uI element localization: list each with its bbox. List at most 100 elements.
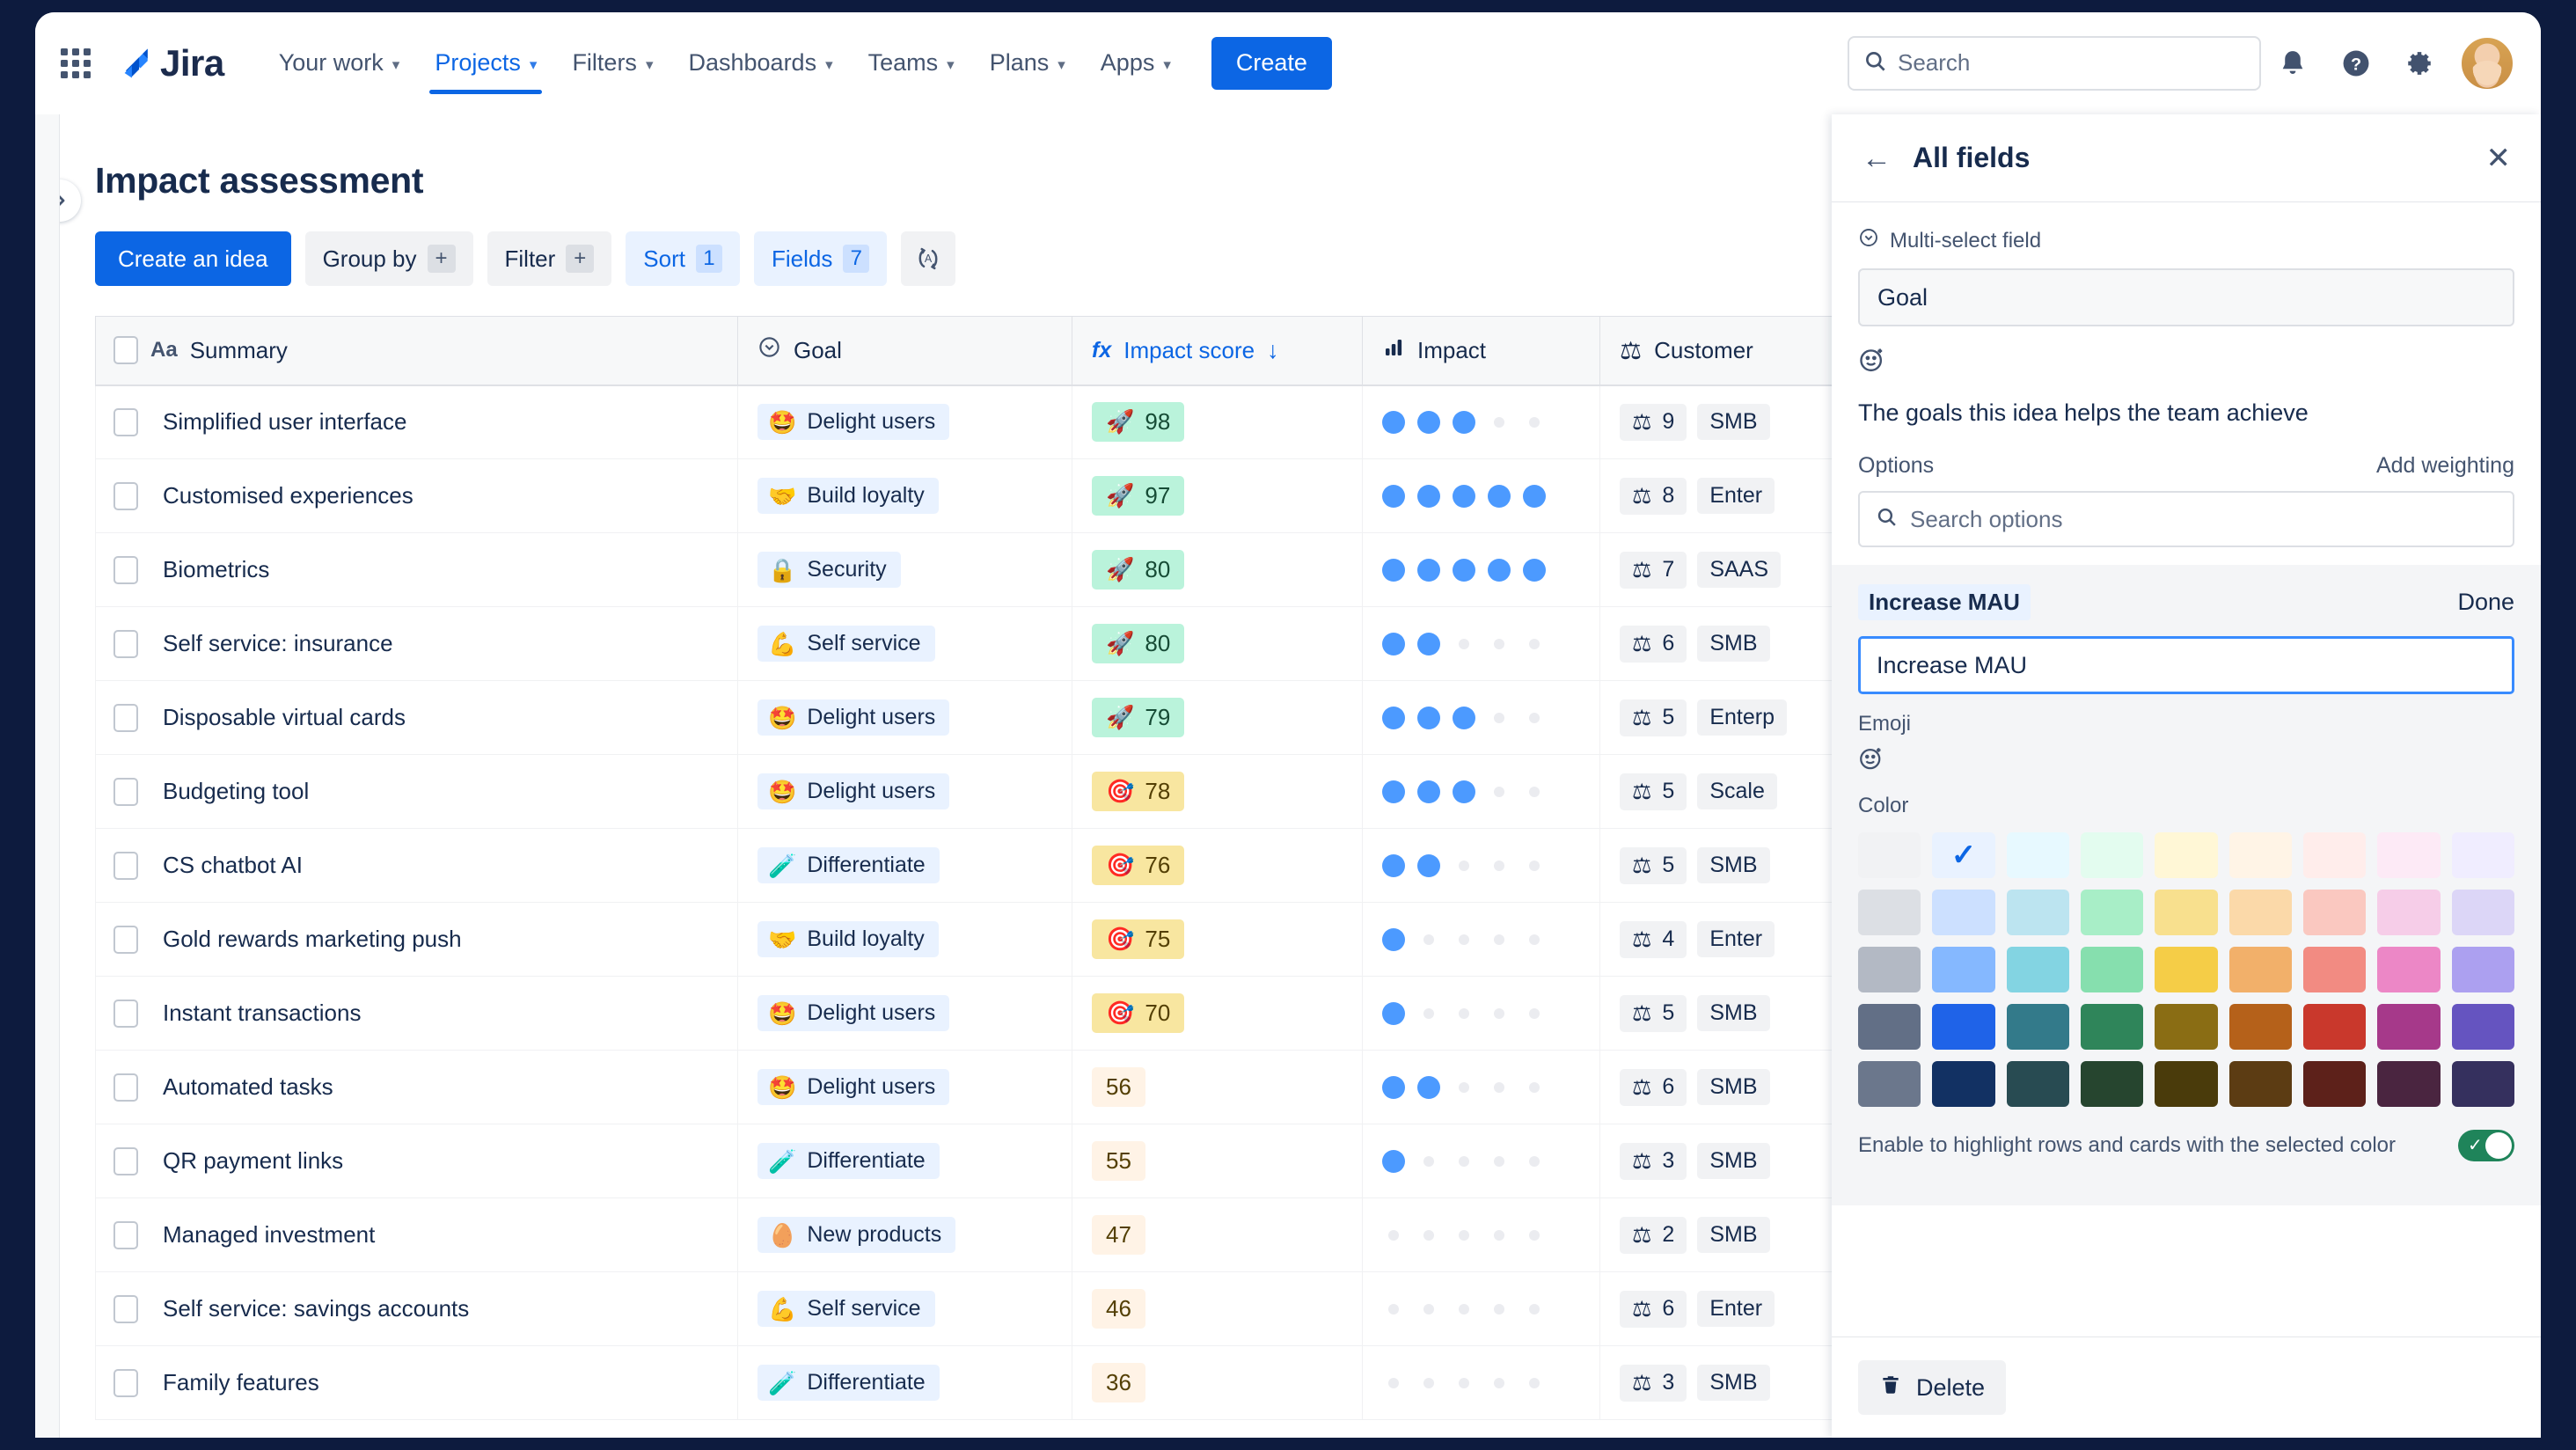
color-swatch[interactable] xyxy=(2451,1061,2514,1107)
cell-summary[interactable]: Self service: savings accounts xyxy=(95,1271,738,1346)
cell-impact-score[interactable]: 36 xyxy=(1072,1345,1363,1420)
cell-goal[interactable]: 🧪 Differentiate xyxy=(737,1124,1072,1198)
cell-goal[interactable]: 💪 Self service xyxy=(737,606,1072,681)
cell-summary[interactable]: Instant transactions xyxy=(95,976,738,1051)
color-swatch[interactable] xyxy=(2451,947,2514,992)
impact-rating-dots[interactable] xyxy=(1382,1075,1580,1099)
row-checkbox[interactable] xyxy=(113,999,138,1028)
color-swatch[interactable] xyxy=(2303,832,2367,878)
option-name-input[interactable]: Increase MAU xyxy=(1858,636,2514,694)
highlight-toggle[interactable]: ✓ xyxy=(2458,1130,2514,1161)
color-swatch[interactable] xyxy=(2228,890,2292,935)
cell-summary[interactable]: Automated tasks xyxy=(95,1050,738,1124)
row-checkbox[interactable] xyxy=(113,407,138,436)
color-swatch[interactable] xyxy=(2081,1061,2144,1107)
cell-impact[interactable] xyxy=(1362,1271,1600,1346)
nav-item-teams[interactable]: Teams ▾ xyxy=(851,12,972,114)
search-options-input[interactable]: Search options xyxy=(1858,491,2514,547)
color-swatch[interactable] xyxy=(1858,1004,1921,1050)
cell-impact-score[interactable]: 47 xyxy=(1072,1197,1363,1272)
cell-summary[interactable]: Family features xyxy=(95,1345,738,1420)
option-emoji-picker-icon[interactable] xyxy=(1858,745,2514,776)
gear-icon[interactable] xyxy=(2388,32,2451,95)
jira-logo[interactable]: Jira xyxy=(116,42,224,84)
color-swatch[interactable] xyxy=(2377,832,2441,878)
cell-summary[interactable]: Gold rewards marketing push xyxy=(95,902,738,977)
color-swatch[interactable] xyxy=(2155,1004,2218,1050)
cell-impact-score[interactable]: 55 xyxy=(1072,1124,1363,1198)
app-switcher-icon[interactable] xyxy=(55,42,97,84)
color-swatch[interactable] xyxy=(2451,890,2514,935)
color-swatch[interactable] xyxy=(1932,890,1995,935)
row-checkbox[interactable] xyxy=(113,851,138,880)
cell-goal[interactable]: 🤩 Delight users xyxy=(737,384,1072,459)
cell-goal[interactable]: 🔒 Security xyxy=(737,532,1072,607)
cell-impact[interactable] xyxy=(1362,754,1600,829)
nav-item-dashboards[interactable]: Dashboards ▾ xyxy=(670,12,850,114)
color-swatch[interactable] xyxy=(2081,890,2144,935)
nav-item-projects[interactable]: Projects ▾ xyxy=(417,12,554,114)
color-swatch[interactable] xyxy=(2006,890,2069,935)
close-icon[interactable]: ✕ xyxy=(2485,141,2512,175)
impact-rating-dots[interactable] xyxy=(1382,1149,1580,1173)
impact-rating-dots[interactable] xyxy=(1382,558,1580,582)
color-swatch[interactable] xyxy=(2377,1061,2441,1107)
impact-rating-dots[interactable] xyxy=(1382,484,1580,508)
cell-goal[interactable]: 🤝 Build loyalty xyxy=(737,902,1072,977)
impact-rating-dots[interactable] xyxy=(1382,780,1580,803)
help-icon[interactable]: ? xyxy=(2324,32,2388,95)
color-swatch[interactable] xyxy=(1858,890,1921,935)
cell-impact-score[interactable]: 🎯 76 xyxy=(1072,828,1363,903)
impact-rating-dots[interactable] xyxy=(1382,632,1580,655)
cell-summary[interactable]: Simplified user interface xyxy=(95,384,738,459)
cell-goal[interactable]: 🤩 Delight users xyxy=(737,1050,1072,1124)
color-swatch[interactable] xyxy=(2155,947,2218,992)
impact-rating-dots[interactable] xyxy=(1382,1229,1580,1241)
color-swatch[interactable] xyxy=(2006,1061,2069,1107)
user-avatar[interactable] xyxy=(2460,35,2514,91)
cell-summary[interactable]: Managed investment xyxy=(95,1197,738,1272)
cell-goal[interactable]: 💪 Self service xyxy=(737,1271,1072,1346)
cell-impact[interactable] xyxy=(1362,606,1600,681)
row-checkbox[interactable] xyxy=(113,1073,138,1102)
row-checkbox[interactable] xyxy=(113,629,138,658)
color-swatch[interactable] xyxy=(2451,1004,2514,1050)
cell-goal[interactable]: 🤩 Delight users xyxy=(737,680,1072,755)
color-swatch[interactable] xyxy=(1858,1061,1921,1107)
cell-impact[interactable] xyxy=(1362,680,1600,755)
row-checkbox[interactable] xyxy=(113,777,138,806)
group-by-button[interactable]: Group by + xyxy=(304,231,473,286)
create-an-idea-button[interactable]: Create an idea xyxy=(95,231,291,286)
cell-goal[interactable]: 🧪 Differentiate xyxy=(737,828,1072,903)
column-header-summary[interactable]: Aa Summary xyxy=(95,316,738,386)
select-all-checkbox[interactable] xyxy=(113,336,138,365)
nav-item-apps[interactable]: Apps ▾ xyxy=(1083,12,1189,114)
expand-sidebar-button[interactable] xyxy=(60,179,81,222)
color-swatch[interactable] xyxy=(2377,890,2441,935)
impact-rating-dots[interactable] xyxy=(1382,927,1580,951)
create-button[interactable]: Create xyxy=(1211,36,1332,90)
color-swatch[interactable] xyxy=(2228,1004,2292,1050)
row-checkbox[interactable] xyxy=(113,1368,138,1397)
cell-impact[interactable] xyxy=(1362,828,1600,903)
impact-rating-dots[interactable] xyxy=(1382,1001,1580,1025)
add-weighting-link[interactable]: Add weighting xyxy=(2375,453,2514,478)
color-swatch[interactable] xyxy=(2303,1004,2367,1050)
impact-rating-dots[interactable] xyxy=(1382,1303,1580,1315)
color-swatch[interactable] xyxy=(2228,947,2292,992)
field-name-input[interactable]: Goal xyxy=(1858,268,2514,326)
cell-impact[interactable] xyxy=(1362,902,1600,977)
nav-item-plans[interactable]: Plans ▾ xyxy=(972,12,1083,114)
cell-summary[interactable]: CS chatbot AI xyxy=(95,828,738,903)
cell-goal[interactable]: 🤩 Delight users xyxy=(737,976,1072,1051)
cell-impact-score[interactable]: 🚀 80 xyxy=(1072,606,1363,681)
nav-item-filters[interactable]: Filters ▾ xyxy=(554,12,670,114)
cell-impact-score[interactable]: 🚀 79 xyxy=(1072,680,1363,755)
color-swatch[interactable] xyxy=(2451,832,2514,878)
color-swatch[interactable] xyxy=(1858,832,1921,878)
impact-rating-dots[interactable] xyxy=(1382,1377,1580,1388)
row-checkbox[interactable] xyxy=(113,1220,138,1249)
cell-impact-score[interactable]: 🎯 75 xyxy=(1072,902,1363,977)
color-swatch[interactable] xyxy=(2081,1004,2144,1050)
row-checkbox[interactable] xyxy=(113,1294,138,1323)
